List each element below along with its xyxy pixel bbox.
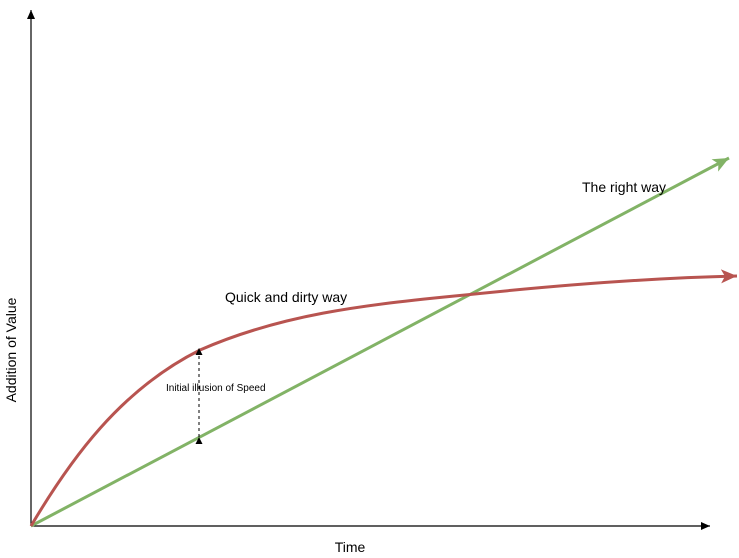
speed-illusion-label: Initial illusion of Speed [166,383,266,394]
quick-dirty-label: Quick and dirty way [225,289,347,305]
quick-dirty-curve [29,269,738,527]
x-axis-label: Time [335,539,366,555]
right-way-label: The right way [582,179,666,195]
y-axis-label: Addition of Value [3,297,19,402]
right-way-line [30,156,730,528]
